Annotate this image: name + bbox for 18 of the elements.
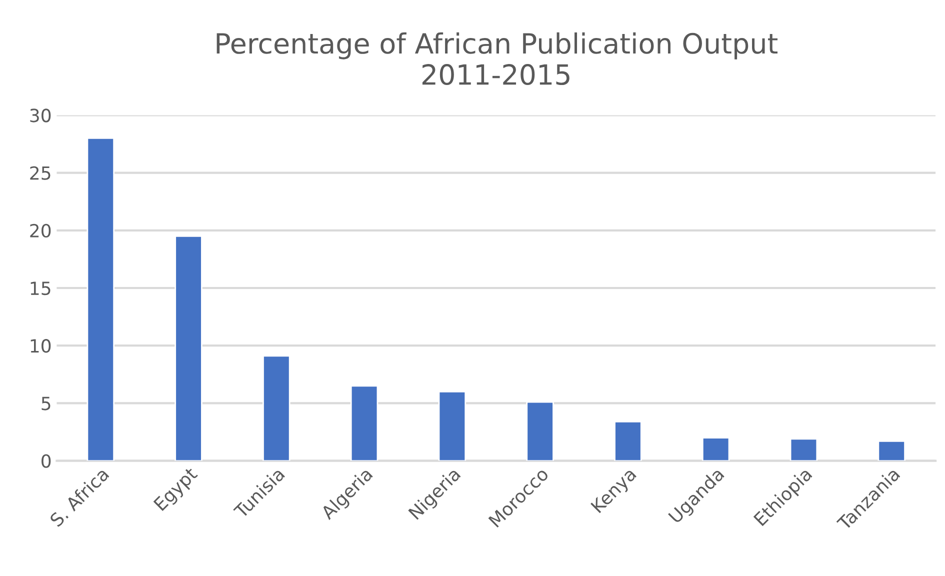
- bar: [174, 235, 202, 461]
- bar: [702, 437, 730, 461]
- bar: [614, 420, 642, 461]
- y-tick-label: 25: [30, 166, 50, 180]
- bar: [438, 390, 466, 461]
- y-tick-label: 0: [42, 454, 51, 468]
- bar: [86, 138, 115, 461]
- bar: [262, 355, 290, 461]
- y-tick-label: 15: [30, 282, 50, 296]
- bar: [878, 440, 906, 461]
- y-tick-label: 10: [30, 339, 51, 353]
- y-tick-label: 5: [42, 396, 50, 410]
- bar: [526, 401, 554, 461]
- bar: [790, 438, 818, 461]
- chart-title: Percentage of African Publication Output 2011-2015: [216, 32, 778, 86]
- y-tick-label: 20: [30, 224, 51, 238]
- y-tick-label: 30: [30, 108, 51, 122]
- bar: [350, 385, 378, 461]
